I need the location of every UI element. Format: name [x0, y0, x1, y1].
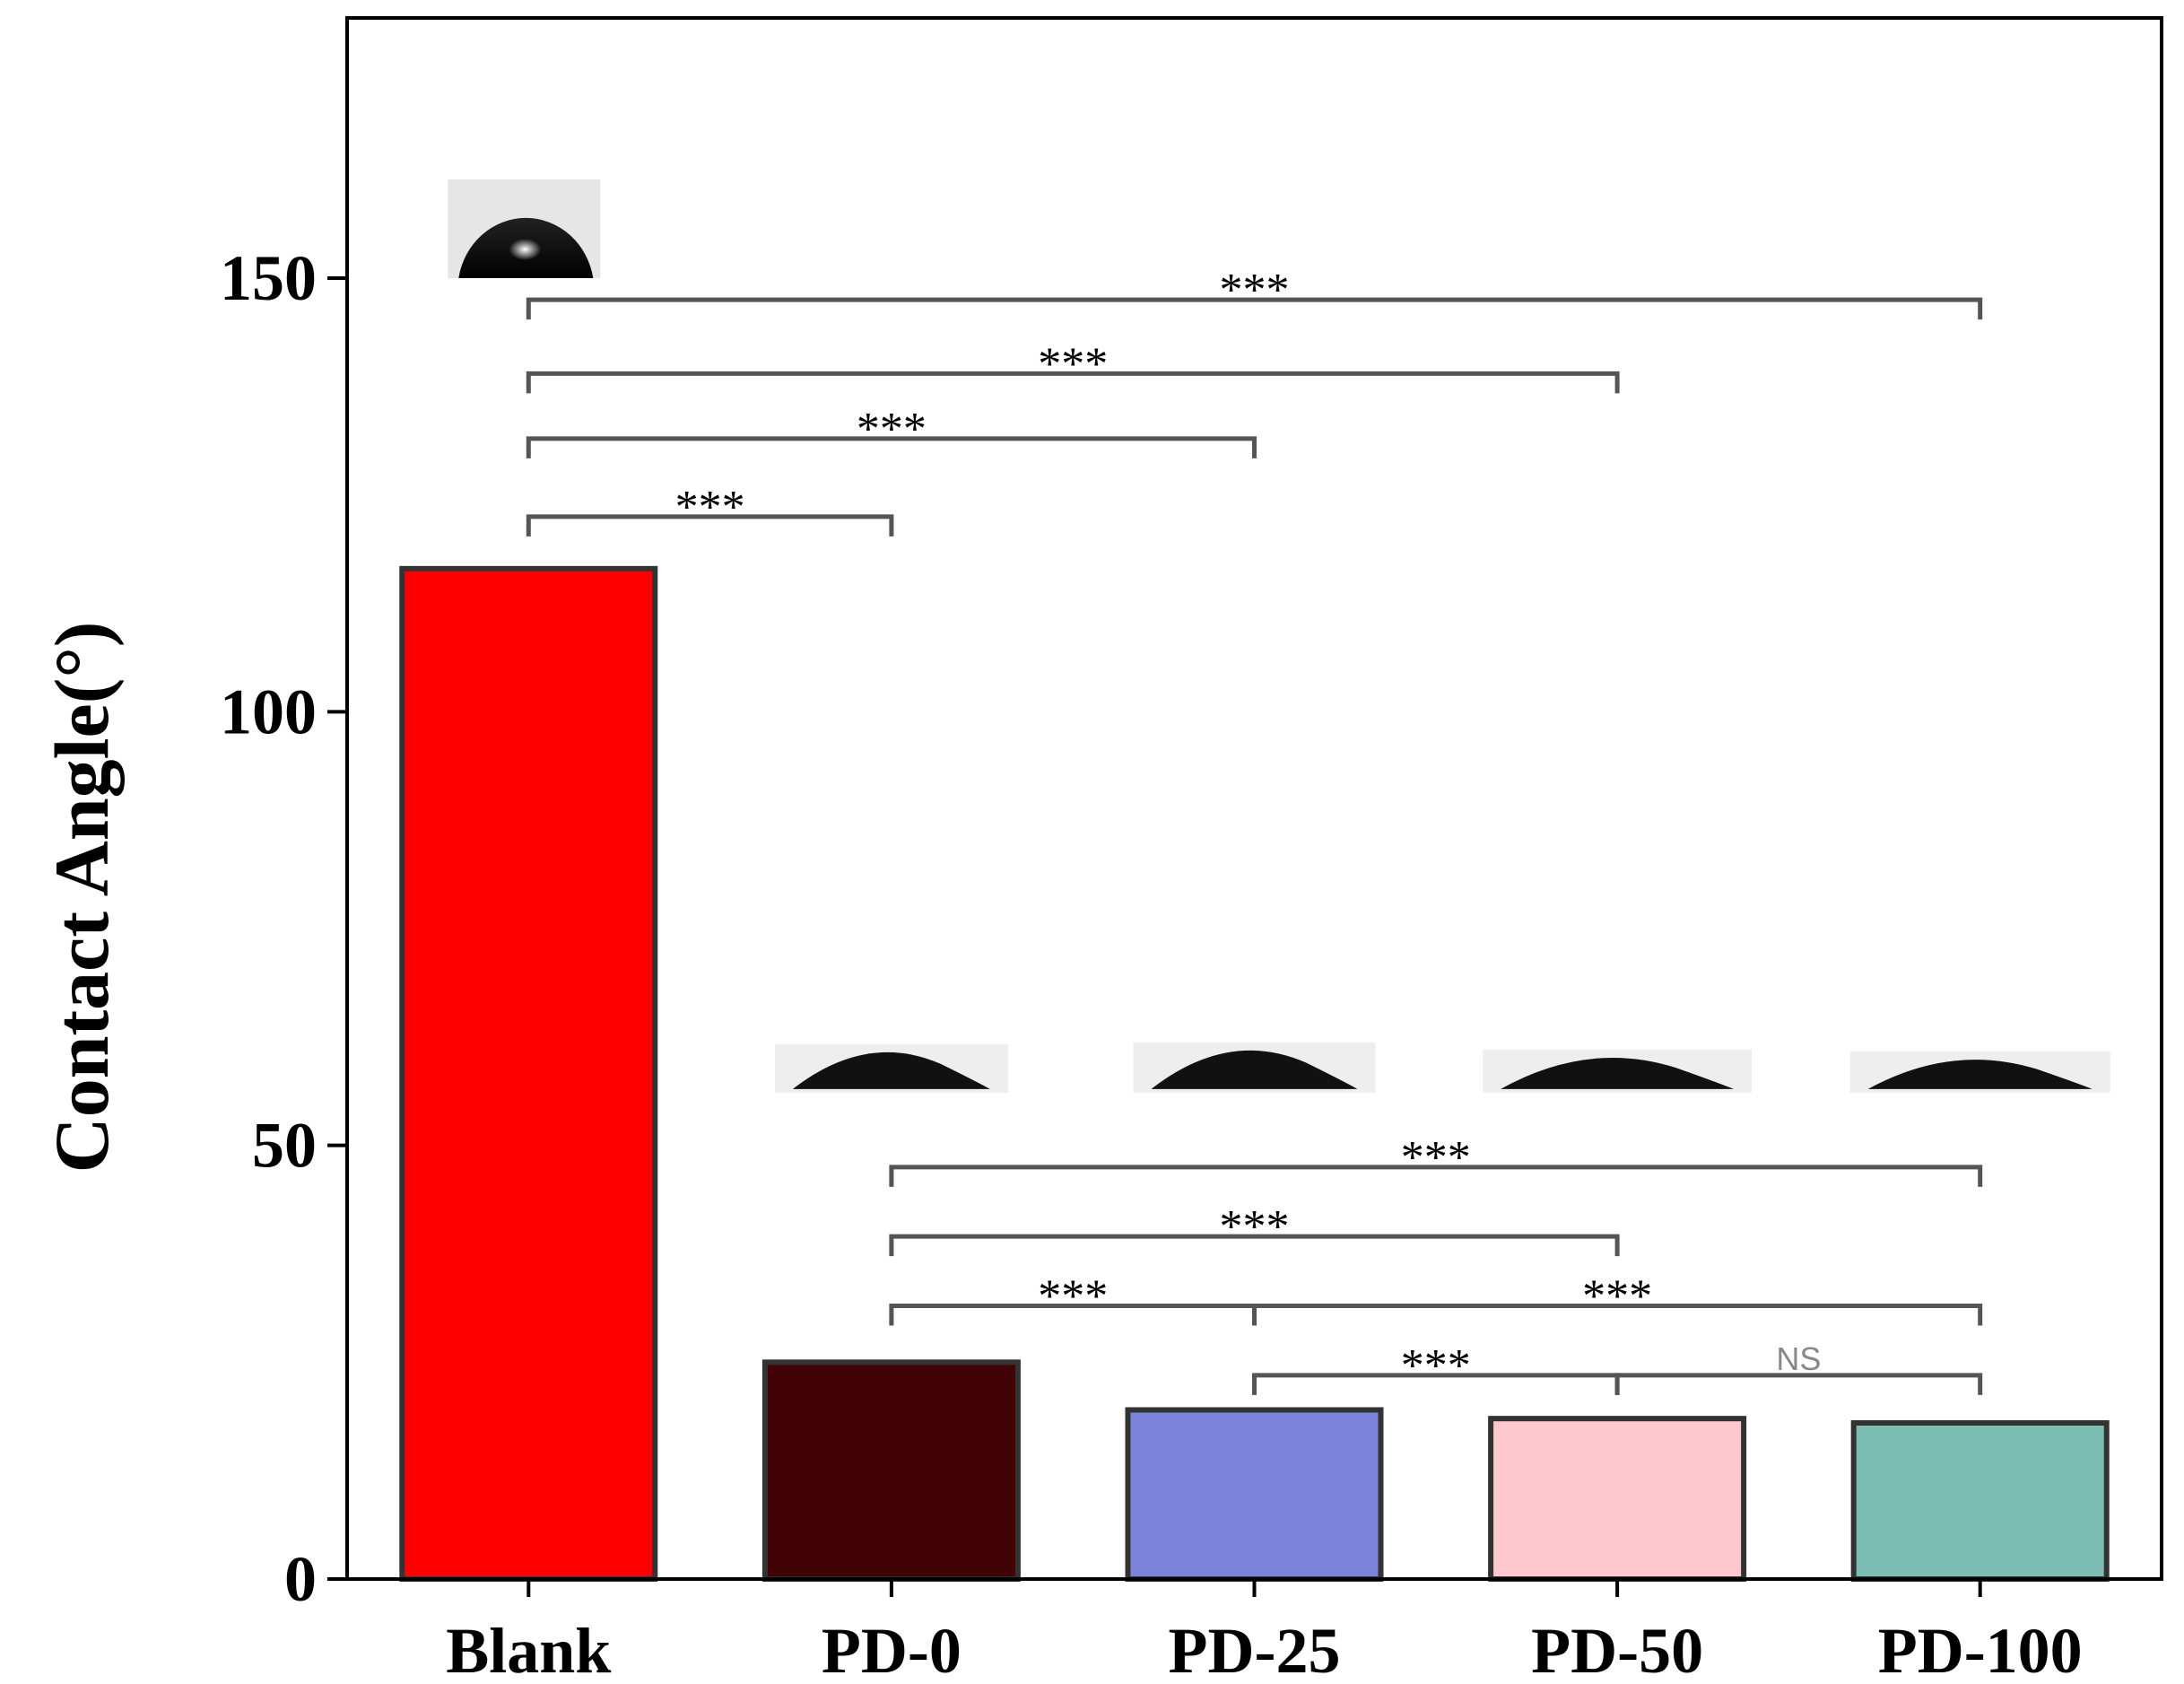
droplet-image-pd-100: [1849, 1051, 2110, 1093]
sig-bracket-blank-pd-100: ***: [526, 265, 1983, 320]
sig-bracket-blank-pd-0: ***: [526, 482, 894, 537]
sig-bracket-line: [1252, 1304, 1983, 1326]
sig-label: ***: [1220, 265, 1290, 316]
sig-bracket-line: [526, 297, 1983, 320]
sig-label: ***: [1038, 338, 1108, 389]
droplet-shape: [792, 1051, 990, 1089]
sig-bracket-line: [526, 371, 1620, 394]
sig-bracket-line: [889, 1234, 1620, 1257]
droplet-shape: [1867, 1060, 2093, 1089]
sig-bracket-blank-pd-25: ***: [526, 404, 1257, 458]
sig-bracket-pd-25-pd-50: ***: [1252, 1340, 1620, 1395]
bars: [399, 565, 2110, 1583]
droplet-shape: [1501, 1058, 1735, 1089]
y-tick-label-50: 50: [252, 1110, 317, 1182]
y-axis: 0 50 100 150: [220, 242, 347, 1615]
sig-bracket-pd-0-pd-50: ***: [889, 1201, 1620, 1257]
sig-bracket-pd-25-pd-100: ***: [1252, 1271, 1983, 1326]
x-axis: Blank PD-0 PD-25 PD-50 PD-100: [446, 1579, 2083, 1684]
y-axis-title: Contact Angle(°): [39, 622, 125, 1174]
droplet-image-pd-25: [1133, 1042, 1376, 1093]
sig-label: ***: [675, 482, 745, 533]
bar-pd-100: [1850, 1420, 2110, 1582]
bar-pd-25: [1125, 1407, 1384, 1582]
sig-label: ***: [1582, 1271, 1652, 1322]
droplet-images: [448, 179, 2110, 1093]
x-tick-label-pd-0: PD-0: [822, 1615, 961, 1684]
sig-bracket-pd-50-pd-100: NS: [1614, 1340, 1983, 1395]
bar-blank: [399, 565, 658, 1582]
sig-label: ***: [857, 404, 927, 455]
sig-bracket-line: [889, 1165, 1983, 1187]
sig-bracket-blank-pd-50: ***: [526, 338, 1620, 394]
x-tick-label-pd-50: PD-50: [1531, 1615, 1703, 1684]
bar-pd-0: [761, 1359, 1021, 1583]
droplet-glint: [509, 239, 542, 260]
sig-label: ***: [1401, 1340, 1471, 1392]
significance-brackets: *** *** *** *** *** *** *** *** *** NS: [526, 265, 1983, 1395]
sig-bracket-pd-0-pd-100: ***: [889, 1132, 1983, 1187]
sig-bracket-line: [526, 514, 894, 537]
sig-bracket-line: [526, 436, 1257, 458]
y-tick-label-0: 0: [284, 1543, 317, 1615]
droplet-image-blank: [448, 179, 601, 278]
sig-label: ***: [1038, 1271, 1108, 1322]
droplet-shape: [1151, 1050, 1358, 1089]
sig-label: ***: [1401, 1132, 1471, 1183]
y-tick-label-100: 100: [220, 676, 317, 747]
x-tick-label-pd-25: PD-25: [1169, 1615, 1341, 1684]
x-tick-label-pd-100: PD-100: [1878, 1615, 2083, 1684]
y-tick-label-150: 150: [220, 242, 317, 314]
bar-pd-50: [1488, 1416, 1747, 1582]
sig-label: ***: [1220, 1201, 1290, 1252]
x-tick-label-blank: Blank: [446, 1615, 611, 1684]
droplet-image-pd-50: [1483, 1049, 1753, 1093]
sig-bracket-pd-0-pd-25: ***: [889, 1271, 1257, 1326]
sig-label: NS: [1776, 1340, 1821, 1377]
sig-bracket-line: [1614, 1373, 1983, 1395]
droplet-image-pd-0: [774, 1043, 1008, 1093]
